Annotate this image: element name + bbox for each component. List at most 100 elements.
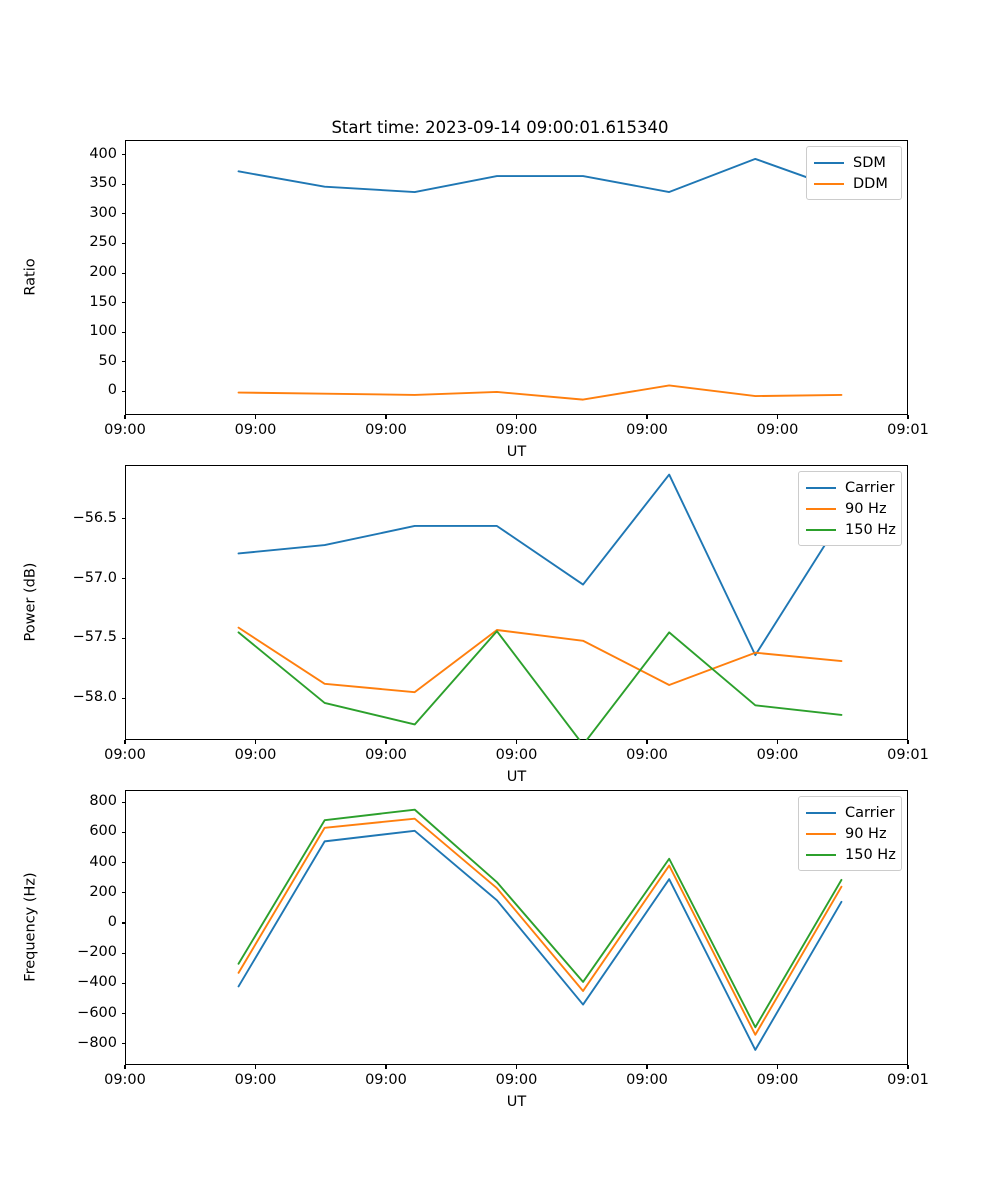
x-tick-mark [646,740,648,744]
x-tick-label: 09:00 [626,422,668,438]
legend[interactable]: Carrier 90 Hz 150 Hz [798,471,902,546]
legend[interactable]: SDM DDM [806,146,902,200]
legend-entry[interactable]: DDM [814,173,894,194]
x-tick-mark [254,740,257,744]
legend-label: 90 Hz [845,825,887,842]
axes-frame [125,790,908,1065]
y-tick-label: −400 [77,974,117,991]
legend-entry[interactable]: 150 Hz [806,844,896,865]
x-axis-label: UT [506,769,527,785]
x-tick-label: 09:00 [756,747,799,763]
x-tick-label: 09:00 [365,1072,407,1088]
y-tick-mark [121,390,125,392]
y-tick-mark [121,952,125,954]
y-tick-mark [121,637,125,639]
x-tick-mark [254,1065,257,1069]
series-line-90-hz [237,626,843,694]
x-tick-mark [385,740,387,744]
x-tick-mark [124,415,126,419]
y-tick-label: 300 [89,204,117,221]
y-tick-mark [121,213,125,215]
legend-label: 150 Hz [845,846,896,863]
x-tick-mark [646,1065,648,1069]
x-tick-mark [515,740,518,744]
y-tick-mark [121,183,125,185]
x-tick-label: 09:00 [365,422,407,438]
y-tick-mark [121,982,125,984]
y-tick-label: −200 [77,944,117,961]
y-tick-mark [121,518,125,520]
legend-label: Carrier [845,479,895,496]
y-tick-label: 200 [89,264,117,281]
x-tick-mark [907,1065,909,1069]
x-tick-label: 09:01 [887,747,929,763]
legend-entry[interactable]: SDM [814,152,894,173]
series-line-150-hz [237,808,843,1029]
x-tick-label: 09:00 [495,422,538,438]
legend-swatch-150-hz [806,853,836,856]
x-tick-label: 09:00 [104,747,146,763]
x-tick-label: 09:00 [756,1072,799,1088]
series-line-90-hz [237,817,843,1036]
series-line-carrier [237,829,843,1051]
y-tick-label: −56.5 [72,509,117,526]
x-tick-mark [776,1065,779,1069]
y-tick-label: 100 [89,323,117,340]
legend-entry[interactable]: 90 Hz [806,498,894,519]
x-tick-label: 09:00 [234,422,277,438]
y-tick-mark [121,1043,125,1045]
y-tick-mark [121,272,125,274]
x-tick-label: 09:00 [756,422,799,438]
y-tick-label: 600 [89,823,117,840]
x-tick-label: 09:01 [887,1072,929,1088]
legend-entry[interactable]: Carrier [806,477,895,498]
legend-entry[interactable]: Carrier [806,802,895,823]
y-tick-label: −800 [77,1034,117,1051]
legend-swatch-carrier [806,811,836,814]
series-line-sdm [237,157,843,193]
y-tick-label: 50 [98,352,117,369]
y-tick-label: 800 [89,793,117,810]
series-line-150-hz [237,630,843,740]
y-tick-label: −600 [77,1004,117,1021]
x-tick-label: 09:01 [887,422,929,438]
y-tick-mark [121,861,125,864]
x-tick-label: 09:00 [365,747,407,763]
legend-entry[interactable]: 90 Hz [806,823,894,844]
legend-swatch-carrier [806,486,836,489]
y-tick-mark [121,801,125,803]
x-tick-label: 09:00 [495,747,538,763]
legend-swatch-90-hz [806,832,836,835]
y-tick-label: 150 [89,293,117,310]
x-tick-mark [646,415,648,419]
x-tick-mark [124,740,126,744]
y-tick-mark [121,154,125,156]
x-tick-mark [515,1065,518,1069]
x-tick-label: 09:00 [495,1072,538,1088]
y-tick-mark [121,831,125,833]
legend-label: 150 Hz [845,521,896,538]
y-tick-label: −57.0 [72,569,117,586]
x-tick-mark [907,415,909,419]
legend-entry[interactable]: 150 Hz [806,519,896,540]
x-tick-mark [385,1065,387,1069]
axes-frame [125,140,908,415]
y-tick-mark [121,892,125,894]
y-tick-mark [121,331,125,333]
legend-swatch-150-hz [806,528,836,531]
x-axis-label: UT [506,1094,527,1110]
x-tick-label: 09:00 [104,1072,146,1088]
legend-label: DDM [853,175,888,192]
y-tick-label: 200 [89,883,117,900]
legend-swatch-ddm [814,182,844,185]
axes-frame [125,465,908,740]
y-tick-label: 350 [89,175,117,192]
legend[interactable]: Carrier 90 Hz 150 Hz [798,796,902,871]
x-tick-mark [776,740,779,744]
